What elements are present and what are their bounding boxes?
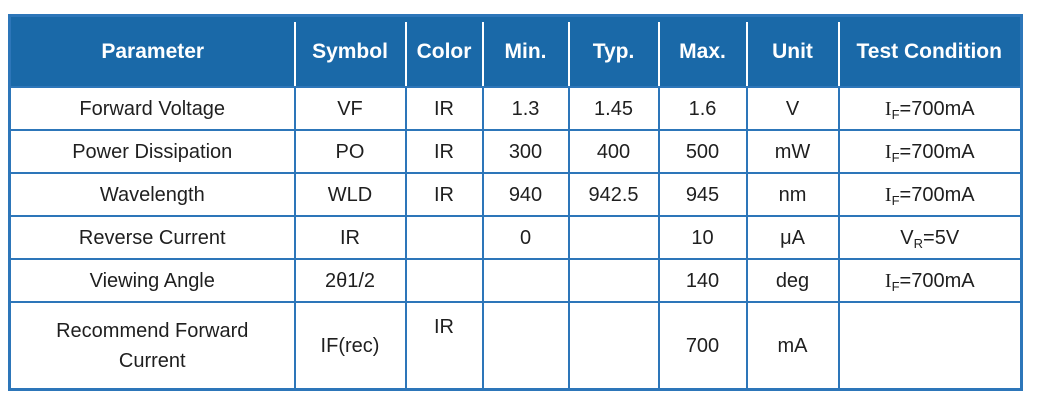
column-header-unit: Unit <box>745 15 839 87</box>
table-cell: deg <box>745 258 840 303</box>
table-cell: 500 <box>657 129 748 174</box>
table-cell: V <box>745 86 840 131</box>
table-header: Parameter Symbol Color Min. Typ. Max. Unit Test… <box>9 15 1022 87</box>
table-cell: Wavelength <box>8 172 296 217</box>
spec-table-container: Parameter Symbol Color Min. Typ. Max. Unit Test… <box>8 14 1023 391</box>
table-cell: 0 <box>481 215 570 260</box>
table-cell: 300 <box>481 129 570 174</box>
table-cell <box>481 258 570 303</box>
table-cell: nm <box>745 172 840 217</box>
table-cell <box>404 258 484 303</box>
table-cell: IR <box>404 301 484 391</box>
table-cell: 940 <box>481 172 570 217</box>
table-cell: Forward Voltage <box>8 86 296 131</box>
table-cell: Recommend Forward Current <box>8 301 296 391</box>
table-cell: VF <box>293 86 407 131</box>
table-row: Forward Voltage VF IR 1.3 1.45 1.6 V IF=700mA <box>8 86 1023 131</box>
column-header-symbol: Symbol <box>293 15 406 87</box>
table-cell <box>837 301 1023 391</box>
column-header-max: Max. <box>657 15 747 87</box>
table-cell: μA <box>745 215 840 260</box>
table-row: Reverse Current IR 0 10 μA VR=5V <box>8 215 1023 260</box>
table-cell <box>567 301 660 391</box>
table-cell: 942.5 <box>567 172 660 217</box>
table-cell: Reverse Current <box>8 215 296 260</box>
spec-table: Parameter Symbol Color Min. Typ. Max. Unit Test… <box>8 14 1023 391</box>
table-cell: PO <box>293 129 407 174</box>
table-cell: IF(rec) <box>293 301 407 391</box>
table-cell: 140 <box>657 258 748 303</box>
table-cell: 10 <box>657 215 748 260</box>
table-cell: 2θ1/2 <box>293 258 407 303</box>
table-cell: 1.3 <box>481 86 570 131</box>
table-cell: IF=700mA <box>837 172 1023 217</box>
table-cell: mW <box>745 129 840 174</box>
table-cell: IR <box>404 172 484 217</box>
table-row: Power Dissipation PO IR 300 400 500 mW IF=700mA <box>8 129 1023 174</box>
table-cell: mA <box>745 301 840 391</box>
table-cell: 1.45 <box>567 86 660 131</box>
table-cell: IF=700mA <box>837 258 1023 303</box>
table-cell <box>567 215 660 260</box>
column-header-test-condition: Test Condition <box>837 15 1022 87</box>
table-row: Wavelength WLD IR 940 942.5 945 nm IF=700mA <box>8 172 1023 217</box>
column-header-parameter: Parameter <box>9 15 295 87</box>
table-row: Viewing Angle 2θ1/2 140 deg IF=700mA <box>8 258 1023 303</box>
table-cell: IF=700mA <box>837 86 1023 131</box>
table-cell: IR <box>404 129 484 174</box>
table-cell: 400 <box>567 129 660 174</box>
table-body: Forward Voltage VF IR 1.3 1.45 1.6 V IF=700mA Po… <box>8 86 1023 391</box>
column-header-typ: Typ. <box>567 15 659 87</box>
table-cell <box>567 258 660 303</box>
table-row: Recommend Forward Current IF(rec) IR 700 mA <box>8 301 1023 391</box>
table-cell: 1.6 <box>657 86 748 131</box>
table-cell <box>404 215 484 260</box>
table-cell: IF=700mA <box>837 129 1023 174</box>
table-cell: IR <box>404 86 484 131</box>
table-cell: 945 <box>657 172 748 217</box>
table-cell: 700 <box>657 301 748 391</box>
table-cell: VR=5V <box>837 215 1023 260</box>
table-cell <box>481 301 570 391</box>
table-cell: WLD <box>293 172 407 217</box>
table-cell: IR <box>293 215 407 260</box>
table-cell: Power Dissipation <box>8 129 296 174</box>
header-row: Parameter Symbol Color Min. Typ. Max. Unit Test… <box>9 15 1022 87</box>
column-header-min: Min. <box>481 15 569 87</box>
column-header-color: Color <box>404 15 483 87</box>
table-cell: Viewing Angle <box>8 258 296 303</box>
